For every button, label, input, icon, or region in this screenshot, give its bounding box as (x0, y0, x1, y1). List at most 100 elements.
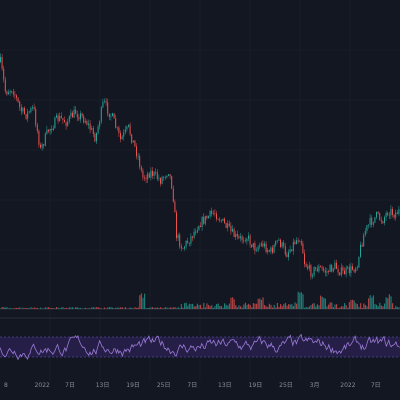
candle-body (16, 95, 17, 98)
candle-body (41, 144, 43, 148)
candle-body (43, 144, 45, 146)
candle-body (352, 266, 353, 270)
volume-bar (145, 308, 147, 309)
volume-bar (337, 308, 339, 309)
candle-body (272, 247, 273, 253)
candle-body (380, 219, 382, 222)
volume-bar (372, 295, 374, 309)
candle-body (198, 225, 200, 231)
grid-lines (0, 0, 400, 380)
volume-bar (262, 297, 264, 309)
candle-body (329, 264, 331, 272)
candle-body (14, 94, 16, 96)
volume-bar (152, 307, 154, 309)
candle-body (160, 178, 161, 184)
candle-body (244, 240, 246, 242)
candle-body (105, 101, 107, 103)
candle-body (336, 262, 337, 269)
candle-body (107, 102, 109, 114)
volume-bar (97, 307, 99, 309)
volume-bar (390, 296, 392, 309)
candle-body (296, 240, 297, 244)
candle-body (112, 113, 113, 117)
volume-bar (243, 304, 245, 309)
candle-body (56, 115, 57, 118)
volume-bar (164, 307, 166, 309)
candle-body (348, 266, 350, 274)
candle-body (185, 241, 187, 247)
volume-bar (304, 307, 306, 309)
volume-bar (324, 298, 326, 309)
volume-bar (257, 298, 259, 309)
candle-body (390, 208, 392, 216)
candle-body (379, 213, 381, 220)
candle-body (324, 270, 326, 273)
candle-body (80, 113, 81, 120)
candle-body (216, 213, 217, 220)
volume-bar (88, 308, 90, 309)
volume-bar (200, 304, 202, 309)
candle-body (350, 266, 352, 274)
candle-body (92, 128, 94, 135)
candle-body (251, 244, 253, 248)
volume-bar (347, 307, 349, 309)
candle-body (62, 118, 64, 121)
candle-body (32, 107, 33, 109)
volume-bar (244, 302, 246, 309)
volume-bar (54, 308, 56, 309)
candle-body (100, 107, 102, 122)
volume-bar (392, 303, 394, 309)
volume-bar (89, 308, 91, 309)
candle-body (224, 218, 225, 224)
volume-bar (198, 304, 200, 309)
candle-body (6, 91, 8, 95)
volume-bar (259, 298, 261, 309)
volume-bar (9, 307, 11, 309)
volume-bar (107, 307, 109, 309)
volume-bar (326, 306, 328, 309)
volume-bar (209, 306, 211, 309)
volume-bar (51, 307, 53, 309)
volume-bar (228, 303, 230, 309)
candle-body (276, 240, 278, 242)
candle-body (116, 127, 118, 129)
volume-bar (176, 308, 178, 309)
volume-bar (22, 307, 24, 309)
candle-body (288, 252, 289, 258)
volume-bar (105, 308, 107, 309)
candle-body (99, 121, 101, 127)
volume-bar (188, 303, 190, 309)
volume-bar (350, 299, 352, 309)
candle-body (227, 223, 229, 228)
volume-bar (398, 307, 400, 309)
candle-body (300, 241, 302, 244)
volume-bar (318, 305, 320, 309)
volume-bar (339, 307, 341, 309)
candle-body (11, 91, 13, 92)
volume-bar (16, 307, 18, 309)
volume-bar (313, 303, 315, 309)
volume-bar (104, 307, 106, 309)
candle-body (128, 124, 129, 127)
candle-body (139, 156, 141, 168)
volume-bar (276, 302, 278, 309)
volume-bar (342, 306, 344, 309)
price-panel (0, 53, 400, 280)
volume-bar (251, 307, 253, 309)
candle-body (280, 239, 281, 247)
volume-bar (131, 307, 133, 309)
candle-body (193, 231, 195, 238)
volume-bar (25, 307, 27, 309)
candle-body (72, 112, 73, 118)
candle-body (140, 167, 142, 171)
volume-bar (332, 307, 334, 309)
volume-bar (32, 308, 34, 309)
candle-body (203, 217, 205, 224)
volume-bar (286, 305, 288, 309)
candle-body (136, 146, 137, 157)
rsi-panel (0, 333, 400, 361)
candle-body (201, 217, 203, 227)
volume-bar (83, 308, 85, 309)
candle-body (115, 118, 117, 128)
volume-bar (156, 307, 158, 309)
